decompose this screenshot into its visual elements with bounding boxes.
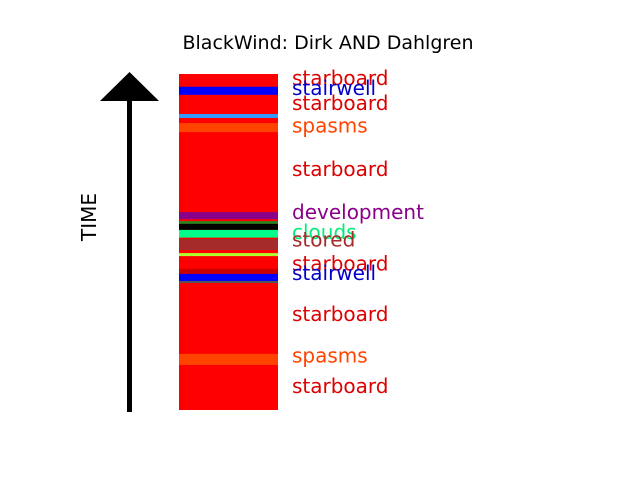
band-label: spasms [292,344,368,368]
band-segment [179,86,278,95]
band-label: starboard [292,302,389,326]
band-segment [179,212,278,220]
band-segment [179,113,278,119]
band-label: starboard [292,66,389,90]
time-axis: TIME [77,72,159,412]
band-label: starboard [292,157,389,181]
band-segment [179,123,278,133]
band-segment [179,229,278,238]
time-axis-arrowhead [100,72,159,101]
band-segment [179,223,278,230]
band-label: clouds [292,220,357,244]
band-label: starboard [292,91,389,115]
band-label: stored [292,228,355,252]
band-label: starboard [292,374,389,398]
band-segment [179,238,278,251]
time-axis-label: TIME [77,193,101,242]
chart-title: BlackWind: Dirk AND Dahlgren [182,32,473,54]
band-label: stairwell [292,76,376,100]
band-segment [179,268,278,274]
timeline-band [179,74,278,410]
band-label: stairwell [292,261,376,285]
band-segment [179,273,278,281]
band-segment [179,280,278,283]
band-segment [179,253,278,257]
band-segment [179,353,278,365]
band-labels: starboardstairwellstarboardspasmsstarboa… [292,66,424,398]
band-segment [179,221,278,224]
band-label: development [292,200,424,224]
band-label: spasms [292,114,368,138]
band-label: starboard [292,252,389,276]
